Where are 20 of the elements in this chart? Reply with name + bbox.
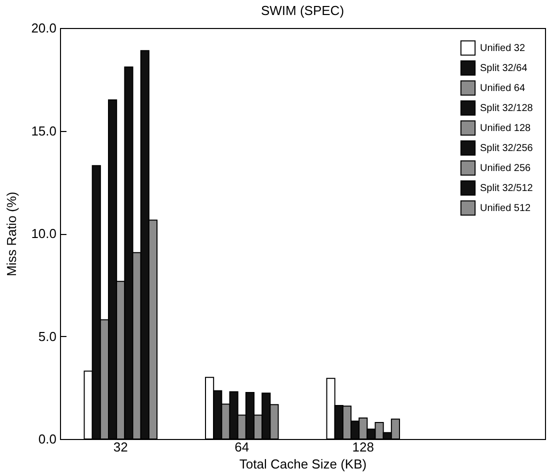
legend-label: Unified 128 xyxy=(480,123,532,134)
legend-label: Split 32/64 xyxy=(480,63,528,74)
legend-label: Unified 32 xyxy=(480,43,526,54)
x-tick-label: 64 xyxy=(234,440,250,454)
y-axis-title: Miss Ratio (%) xyxy=(4,192,20,276)
legend-label: Unified 64 xyxy=(480,83,526,94)
legend-label: Split 32/256 xyxy=(480,143,534,154)
x-axis-title: Total Cache Size (KB) xyxy=(239,456,367,472)
y-tick-label: 10.0 xyxy=(31,226,56,241)
legend-label: Split 32/512 xyxy=(480,183,534,194)
y-tick-label: 15.0 xyxy=(31,123,56,138)
y-tick-label: 0.0 xyxy=(38,432,56,446)
x-tick-label: 32 xyxy=(113,440,128,454)
y-tick-label: 5.0 xyxy=(38,328,56,344)
legend-label: Unified 256 xyxy=(480,163,532,174)
legend-label: Split 32/128 xyxy=(480,103,534,114)
legend-label: Unified 512 xyxy=(480,203,532,214)
y-tick-label: 20.0 xyxy=(31,20,56,36)
chart-title: SWIM (SPEC) xyxy=(260,3,344,18)
x-tick-label: 128 xyxy=(352,440,374,454)
